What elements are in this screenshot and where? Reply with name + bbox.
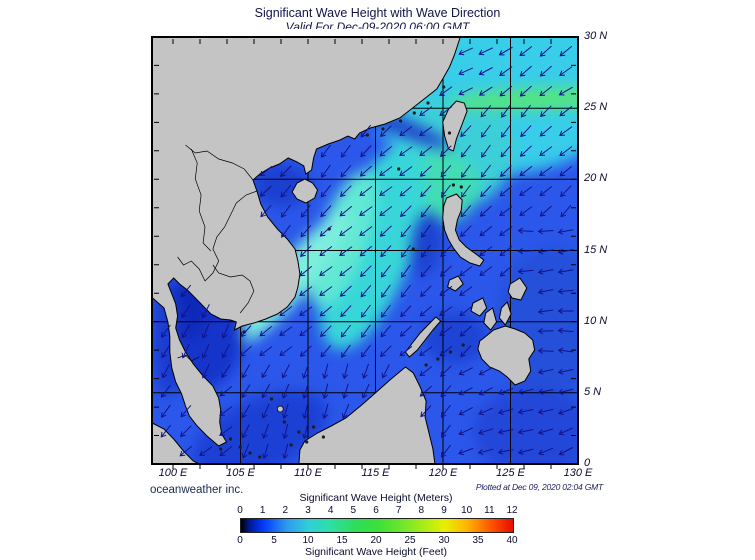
lon-tick-label: 130 E — [563, 467, 593, 479]
colorbar-meters-tick: 12 — [506, 505, 518, 516]
colorbar-meters-tick: 4 — [327, 505, 334, 516]
map-canvas — [144, 4, 634, 480]
figure-title: Significant Wave Height with Wave Direct… — [254, 6, 501, 20]
colorbar-feet-tick: 20 — [370, 535, 382, 546]
colorbar-feet-tick: 0 — [237, 535, 243, 546]
colorbar-meters-tick: 3 — [305, 505, 311, 516]
lon-tick-label: 110 E — [294, 467, 322, 479]
lon-tick-label: 100 E — [158, 467, 188, 479]
colorbar-meters-tick: 5 — [350, 505, 357, 516]
colorbar-meters-tick: 6 — [373, 505, 379, 516]
lat-tick-label: 10 N — [584, 314, 608, 327]
colorbar-meters-tick: 0 — [237, 505, 243, 516]
colorbar-feet-tick: 30 — [438, 535, 450, 546]
lon-tick-label: 105 E — [226, 467, 255, 479]
lat-tick-label: 25 N — [584, 101, 608, 114]
colorbar-feet-tick: 35 — [472, 535, 484, 546]
colorbar-title-meters: Significant Wave Height (Meters) — [299, 492, 453, 504]
colorbar-gradient — [240, 518, 514, 533]
lon-tick-label: 120 E — [428, 467, 458, 479]
colorbar-meters-tick: 9 — [441, 505, 447, 516]
lat-tick-label: 15 N — [584, 243, 608, 256]
credit-text: oceanweather inc. — [150, 484, 244, 496]
lon-tick-label: 125 E — [496, 467, 525, 479]
plotted-timestamp: Plotted at Dec 09, 2020 02:04 GMT — [475, 482, 603, 492]
colorbar-meters-tick: 2 — [282, 505, 289, 516]
lat-tick-label: 30 N — [584, 30, 608, 42]
colorbar-feet-tick: 10 — [302, 535, 314, 546]
colorbar-title-feet: Significant Wave Height (Feet) — [304, 546, 447, 558]
colorbar-meters-tick: 10 — [461, 505, 473, 516]
colorbar-feet-tick: 5 — [271, 535, 277, 546]
colorbar-meters-tick: 8 — [418, 505, 425, 516]
colorbar-feet-tick: 40 — [506, 535, 518, 546]
colorbar-feet-tick: 25 — [404, 535, 416, 546]
lat-tick-label: 0 — [584, 457, 591, 469]
colorbar-meters-tick: 1 — [259, 505, 266, 516]
lon-tick-label: 115 E — [361, 467, 390, 479]
colorbar-feet-tick: 15 — [336, 535, 348, 546]
lat-tick-label: 20 N — [584, 172, 608, 185]
lat-tick-label: 5 N — [584, 385, 602, 398]
colorbar-meters-tick: 11 — [484, 505, 495, 516]
colorbar-meters-tick: 7 — [395, 505, 402, 516]
